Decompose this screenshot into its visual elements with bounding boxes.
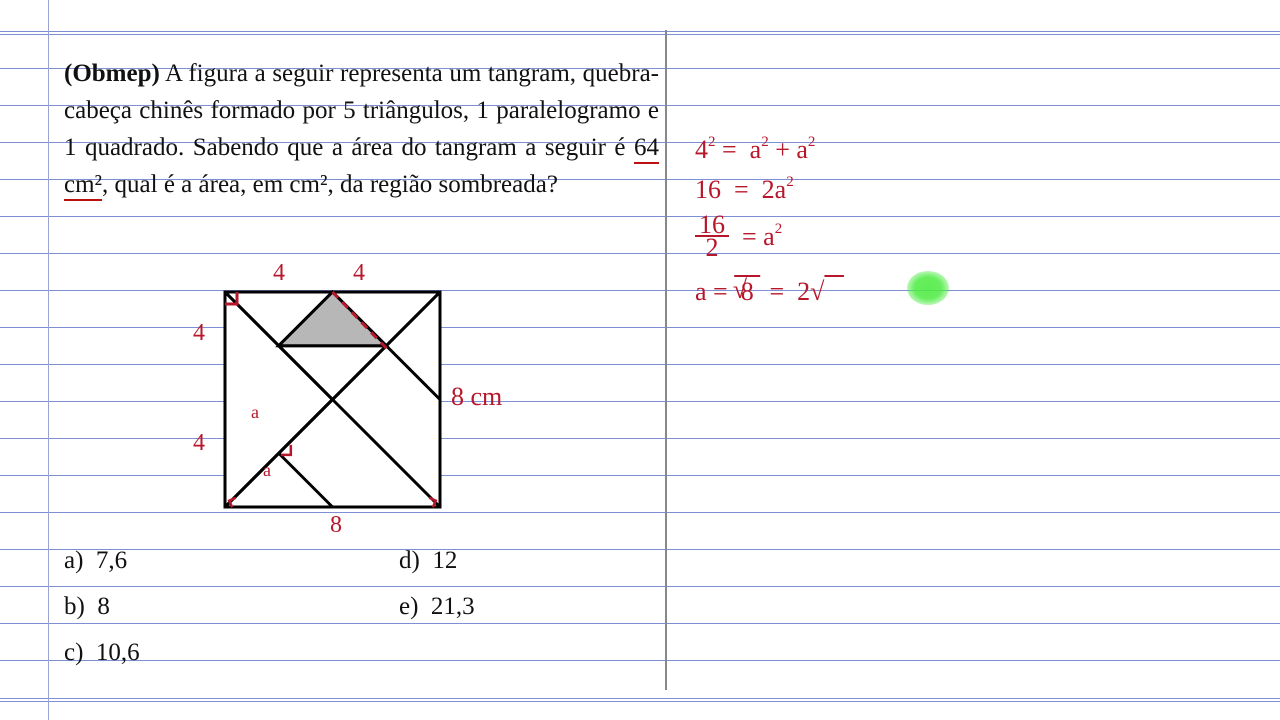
answer-a: a) 7,6: [64, 538, 140, 584]
label-left-4-bot: 4: [193, 430, 205, 457]
label-a-2: a: [263, 460, 271, 481]
frac-den: 2: [695, 237, 729, 259]
center-divider: [665, 30, 667, 690]
problem-source: (Obmep): [64, 60, 160, 87]
problem-text: (Obmep) A figura a seguir representa um …: [64, 55, 659, 203]
answer-d: d) 12: [399, 538, 475, 584]
answer-c: c) 10,6: [64, 630, 140, 676]
answer-b: b) 8: [64, 584, 140, 630]
answer-c-value: 10,6: [96, 639, 140, 666]
calc-block: 42 = a2 + a2 16 = 2a2 16 2 = a2 a = 8 √ …: [695, 135, 1095, 317]
label-a-1: a: [251, 402, 259, 423]
label-bottom-8: 8: [330, 512, 342, 539]
answer-b-value: 8: [97, 593, 110, 620]
cursor-highlight: [907, 271, 949, 305]
left-margin-line: [48, 0, 49, 720]
label-top-4-left: 4: [273, 260, 285, 287]
answer-d-value: 12: [432, 547, 457, 574]
page: (Obmep) A figura a seguir representa um …: [0, 0, 1280, 720]
bottom-rule: [0, 698, 1280, 699]
bottom-rule-2: [0, 701, 1280, 702]
calc-line-3: 16 2 = a2: [695, 215, 1095, 271]
area-value: 64 cm²: [64, 134, 659, 201]
problem-block: (Obmep) A figura a seguir representa um …: [64, 55, 659, 203]
top-rule: [0, 31, 1280, 32]
label-8cm: 8 cm: [451, 382, 502, 412]
calc-line-1: 42 = a2 + a2: [695, 135, 1095, 175]
answer-e: e) 21,3: [399, 584, 475, 630]
calc-line-2: 16 = 2a2: [695, 175, 1095, 215]
label-left-4-top: 4: [193, 320, 205, 347]
tangram-figure: 4 4 4 4 8 cm 8 a a: [175, 262, 515, 542]
answer-e-value: 21,3: [431, 593, 475, 620]
fraction-16-over-2: 16 2: [695, 215, 729, 259]
calc-line-4: a = 8 √ = 2√: [695, 277, 1095, 317]
calc-line-3-right: = a2: [742, 222, 782, 251]
answer-a-value: 7,6: [96, 547, 127, 574]
answer-choices: a) 7,6 b) 8 c) 10,6 d) 12 e) 21,3: [64, 538, 140, 676]
top-rule-2: [0, 34, 1280, 35]
label-top-4-right: 4: [353, 260, 365, 287]
